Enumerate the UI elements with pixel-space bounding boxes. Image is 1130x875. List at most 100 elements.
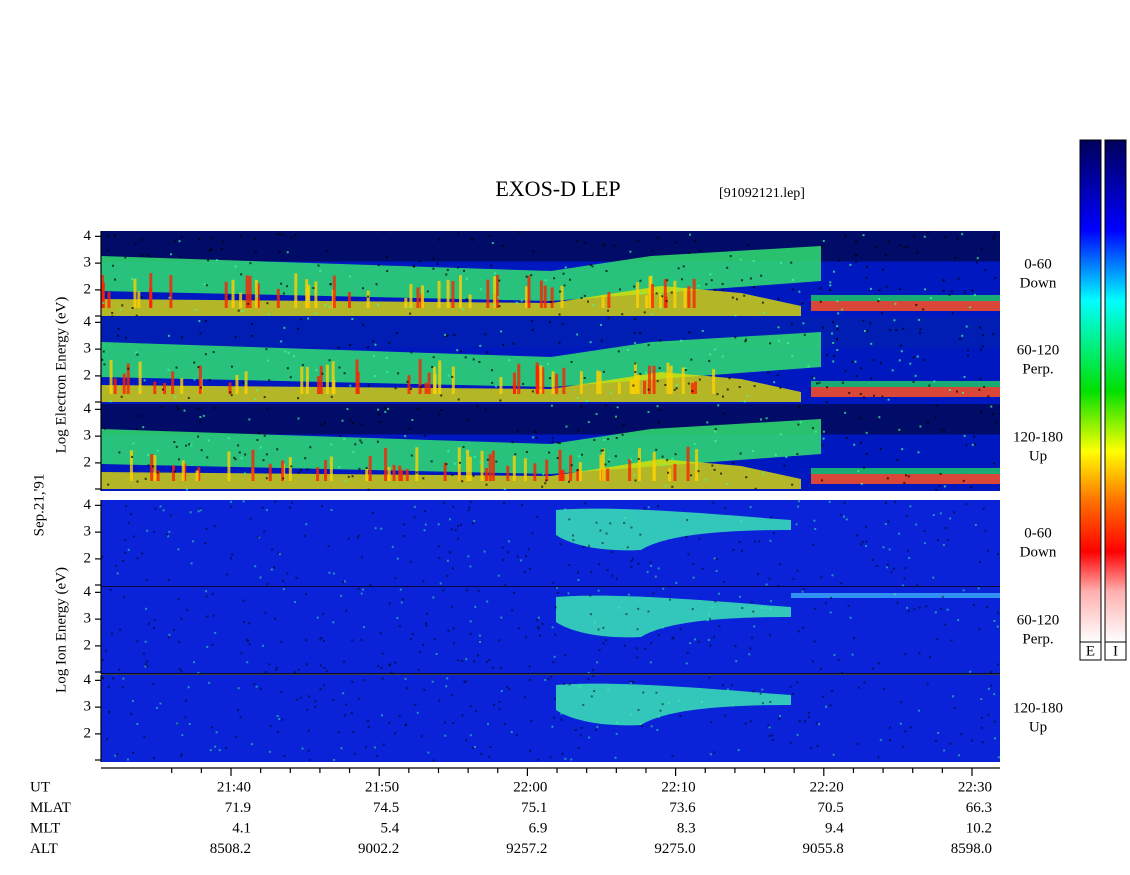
burst <box>418 359 422 394</box>
speckle <box>409 560 412 563</box>
speckle <box>560 718 563 721</box>
burst <box>673 463 677 481</box>
speckle <box>552 661 555 664</box>
speckle <box>112 677 115 680</box>
speckle <box>256 438 259 441</box>
speckle <box>916 251 919 254</box>
speckle <box>503 722 506 725</box>
burst <box>659 293 663 308</box>
speckle <box>749 506 752 509</box>
speckle <box>116 334 119 337</box>
speckle <box>769 600 772 603</box>
speckle <box>698 249 701 252</box>
speckle <box>836 328 839 331</box>
speckle <box>675 241 678 244</box>
speckle <box>701 329 704 332</box>
speckle <box>572 539 575 542</box>
speckle <box>796 733 799 736</box>
speckle <box>212 614 215 617</box>
speckle <box>642 691 645 694</box>
speckle <box>893 592 896 595</box>
speckle <box>194 308 197 311</box>
speckle <box>601 449 604 452</box>
speckle <box>640 292 643 295</box>
speckle <box>957 277 960 280</box>
speckle <box>593 621 596 624</box>
speckle <box>878 298 881 301</box>
speckle <box>873 394 876 397</box>
speckle <box>469 565 472 568</box>
speckle <box>592 675 595 678</box>
speckle <box>307 729 310 732</box>
speckle <box>904 567 907 570</box>
speckle <box>856 534 859 537</box>
burst <box>228 382 232 394</box>
speckle <box>268 663 271 666</box>
speckle <box>202 414 205 417</box>
speckle <box>377 303 380 306</box>
speckle <box>338 466 341 469</box>
y-tick-label: 2 <box>84 637 92 653</box>
speckle <box>651 250 654 253</box>
speckle <box>382 743 385 746</box>
speckle <box>206 456 209 459</box>
burst <box>122 373 126 394</box>
y-tick-label: 2 <box>84 367 92 383</box>
colorbar-label: E <box>1086 643 1095 659</box>
speckle <box>274 500 277 503</box>
speckle <box>255 685 258 688</box>
speckle <box>440 408 443 411</box>
burst <box>560 285 564 308</box>
burst <box>288 457 292 481</box>
burst <box>506 465 510 481</box>
speckle <box>849 263 852 266</box>
speckle <box>807 365 810 368</box>
speckle <box>915 523 918 526</box>
speckle <box>546 363 549 366</box>
burst <box>153 455 157 481</box>
speckle <box>559 543 562 546</box>
speckle <box>825 401 828 404</box>
burst <box>598 371 602 394</box>
speckle <box>881 312 884 315</box>
speckle <box>826 386 829 389</box>
speckle <box>438 699 441 702</box>
speckle <box>113 234 116 237</box>
speckle <box>437 523 440 526</box>
speckle <box>671 457 674 460</box>
speckle <box>243 472 246 475</box>
burst <box>198 365 202 394</box>
speckle <box>965 325 968 328</box>
speckle <box>554 606 557 609</box>
speckle <box>556 457 559 460</box>
speckle <box>479 461 482 464</box>
speckle <box>801 302 804 305</box>
speckle <box>349 384 352 387</box>
speckle <box>234 335 237 338</box>
speckle <box>449 518 452 521</box>
colorbar-label-box <box>1104 641 1127 661</box>
speckle <box>528 567 531 570</box>
speckle <box>690 474 693 477</box>
speckle <box>831 332 834 335</box>
speckle <box>726 388 729 391</box>
speckle <box>767 371 770 374</box>
speckle <box>106 234 109 237</box>
dark-top <box>101 231 1000 262</box>
speckle <box>629 458 632 461</box>
speckle <box>720 472 723 475</box>
speckle <box>591 265 594 268</box>
speckle <box>790 261 793 264</box>
speckle <box>605 532 608 535</box>
speckle <box>564 654 567 657</box>
speckle <box>338 366 341 369</box>
speckle <box>209 749 212 752</box>
burst <box>169 275 173 308</box>
speckle <box>437 545 440 548</box>
speckle <box>507 540 510 543</box>
speckle <box>749 647 752 650</box>
speckle <box>761 606 764 609</box>
speckle <box>714 600 717 603</box>
burst <box>637 448 641 481</box>
